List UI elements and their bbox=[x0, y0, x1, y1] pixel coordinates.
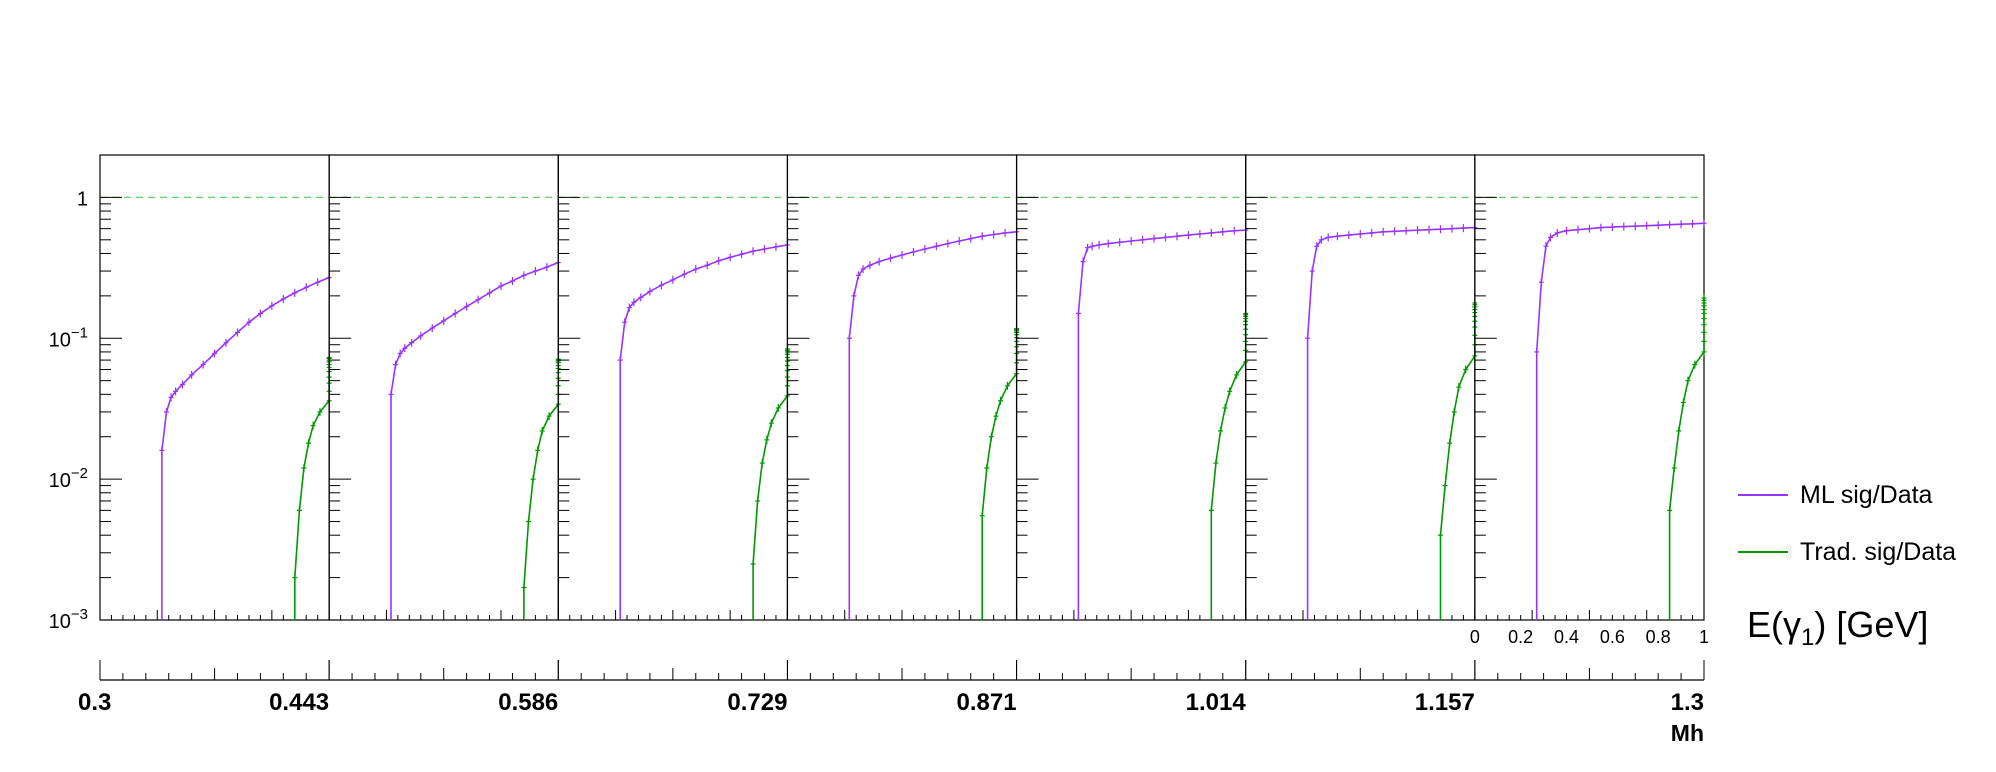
series-line-ml bbox=[390, 261, 559, 620]
legend-item-trad: Trad. sig/Data bbox=[1738, 537, 1956, 567]
series-trad bbox=[1667, 294, 1707, 620]
panel-frame bbox=[328, 154, 559, 621]
series-line-ml bbox=[161, 276, 330, 620]
series-ml bbox=[1305, 223, 1478, 620]
y-tick-label: 10−2 bbox=[49, 465, 88, 492]
series-line-trad bbox=[752, 348, 789, 620]
series-trad bbox=[292, 353, 332, 620]
energy-axis-title: E(γ1) [GeV] bbox=[1747, 604, 1928, 652]
panel-2 bbox=[328, 154, 561, 621]
energy-axis-title-sub: 1 bbox=[1801, 624, 1815, 652]
series-ml bbox=[617, 240, 790, 620]
series-ml bbox=[846, 227, 1020, 620]
series-ml bbox=[1075, 226, 1249, 620]
legend-item-ml: ML sig/Data bbox=[1738, 480, 1932, 510]
y-axis: 1 10−1 10−2 10−3 bbox=[49, 188, 88, 633]
series-ml bbox=[388, 258, 561, 620]
series-line-trad bbox=[294, 357, 330, 620]
series-trad bbox=[979, 324, 1020, 620]
legend: ML sig/Data Trad. sig/Data bbox=[1738, 480, 1988, 590]
mh-tick-label: 1.157 bbox=[1415, 689, 1475, 716]
energy-axis-title-tail: ) [GeV] bbox=[1814, 604, 1929, 645]
panel-frame bbox=[99, 154, 330, 621]
series-line-trad bbox=[1439, 303, 1476, 620]
panel-1 bbox=[99, 154, 332, 621]
mh-tick-label: 0.443 bbox=[269, 689, 329, 716]
legend-label-ml: ML sig/Data bbox=[1800, 480, 1933, 509]
series-trad bbox=[521, 355, 561, 620]
mh-tick-label: 0.729 bbox=[727, 689, 787, 716]
energy-tick-label: 0.8 bbox=[1646, 627, 1671, 647]
mh-tick-label: 1.3 bbox=[1671, 689, 1704, 716]
panel-frame bbox=[557, 154, 789, 621]
series-trad bbox=[1437, 298, 1478, 620]
energy-axis: 0 0.2 0.4 0.6 0.8 1 bbox=[1470, 627, 1709, 647]
series-line-ml bbox=[1306, 226, 1475, 620]
series-line-trad bbox=[1668, 298, 1705, 620]
series-trad bbox=[750, 344, 790, 620]
panel-6 bbox=[1245, 154, 1478, 621]
mh-tick-label: 0.586 bbox=[498, 689, 558, 716]
mh-tick-label: 1.014 bbox=[1186, 689, 1247, 716]
series-ml bbox=[159, 273, 332, 620]
y-tick-label: 10−1 bbox=[49, 324, 88, 351]
series-line-ml bbox=[1077, 229, 1246, 620]
mh-tick-label: 0.871 bbox=[957, 689, 1017, 716]
energy-tick-label: 0.6 bbox=[1600, 627, 1625, 647]
series-line-ml bbox=[619, 244, 788, 620]
y-tick-label: 10−3 bbox=[49, 606, 88, 633]
y-tick-label: 1 bbox=[77, 188, 88, 210]
panel-3 bbox=[557, 154, 790, 621]
series-line-ml bbox=[848, 231, 1017, 620]
energy-tick-label: 0 bbox=[1470, 627, 1480, 647]
panel-5 bbox=[1015, 154, 1249, 621]
mh-axis: 0.3 0.443 0.586 0.729 0.871 1.014 1.157 1.3 Mh bbox=[78, 660, 1705, 746]
series-line-ml bbox=[1535, 222, 1705, 620]
series-ml bbox=[1534, 219, 1707, 620]
panel-4 bbox=[786, 154, 1020, 621]
panels-layer bbox=[99, 154, 1707, 621]
panel-7 bbox=[1474, 154, 1707, 621]
energy-tick-label: 0.2 bbox=[1508, 627, 1533, 647]
legend-label-trad: Trad. sig/Data bbox=[1800, 537, 1957, 566]
legend-line-trad bbox=[1738, 551, 1788, 553]
series-trad bbox=[1208, 309, 1249, 620]
legend-line-ml bbox=[1738, 494, 1788, 496]
series-line-trad bbox=[523, 359, 560, 620]
energy-axis-title-base: E(γ bbox=[1747, 604, 1801, 645]
series-line-trad bbox=[981, 328, 1018, 620]
energy-tick-label: 1 bbox=[1699, 627, 1709, 647]
mh-tick-label: 0.3 bbox=[78, 689, 111, 716]
energy-tick-label: 0.4 bbox=[1554, 627, 1579, 647]
mh-axis-title: Mh bbox=[1671, 720, 1704, 746]
